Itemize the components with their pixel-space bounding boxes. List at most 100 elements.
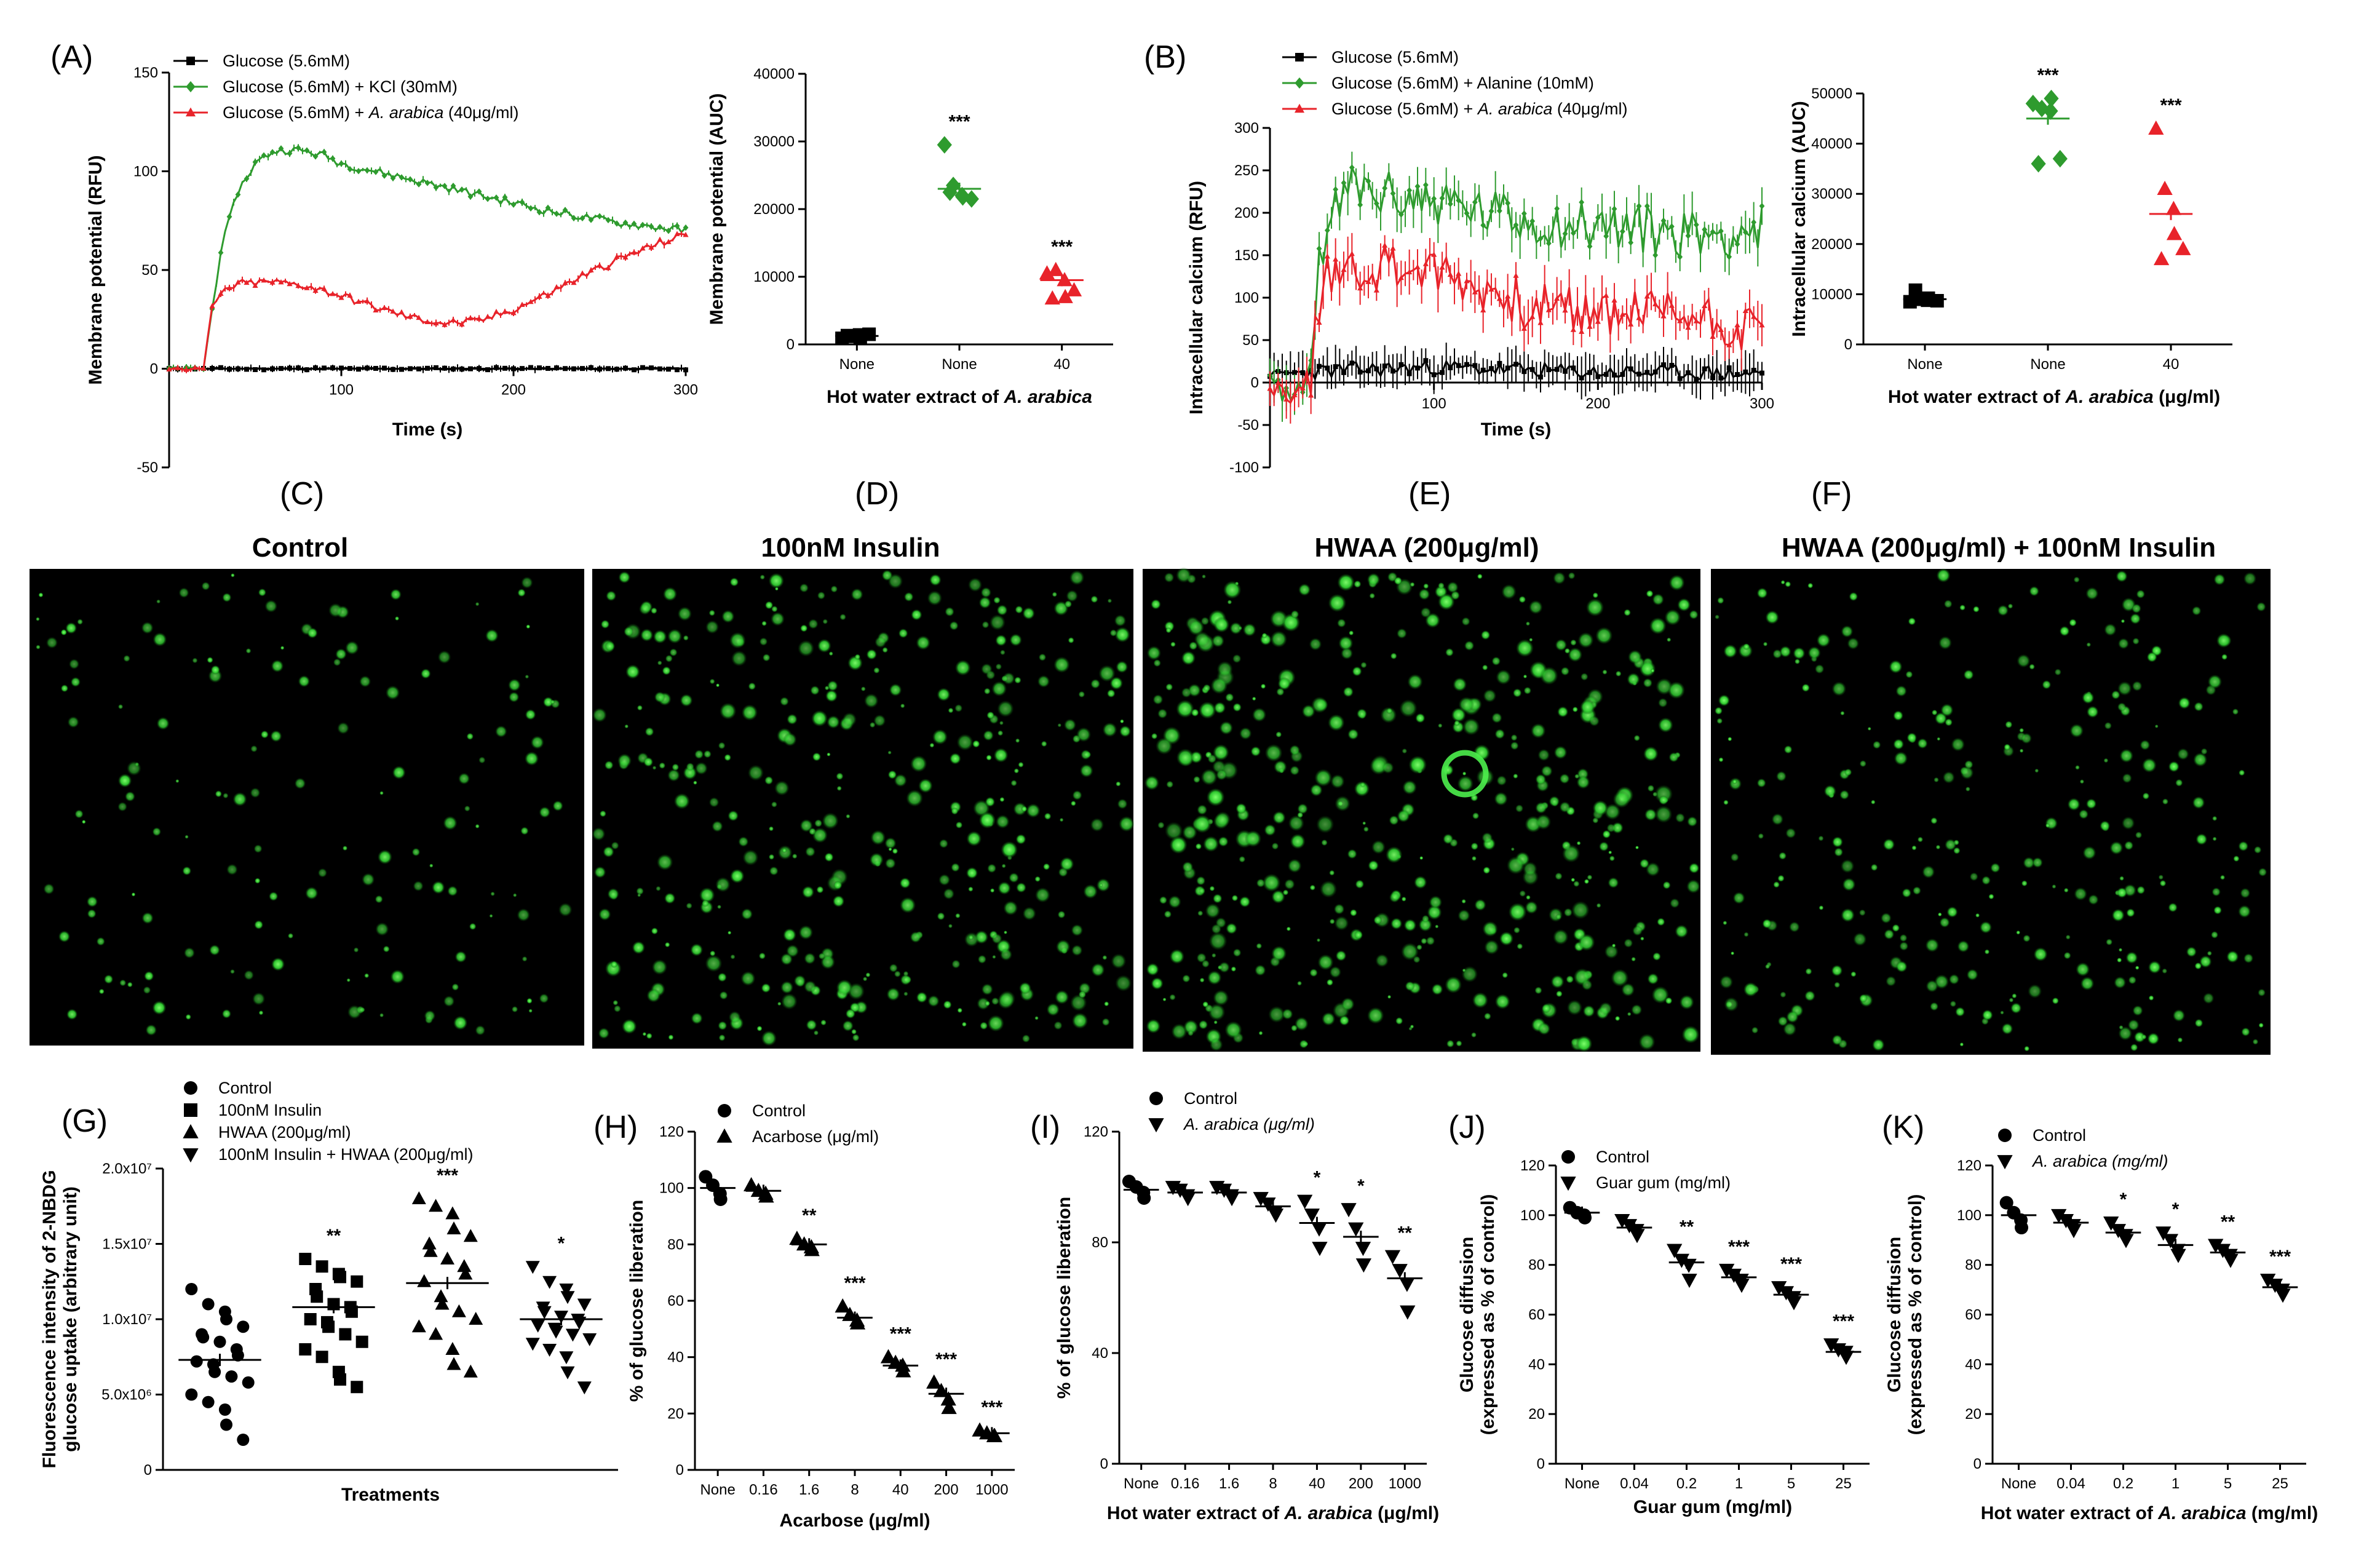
data-point [1316, 319, 1322, 325]
data-point [1838, 1351, 1854, 1365]
data-point [1611, 297, 1617, 303]
fluorescent-cell [865, 972, 871, 978]
fluorescent-cell [1668, 574, 1685, 591]
fluorescent-cell [2106, 939, 2113, 946]
fluorescent-cell [1570, 639, 1577, 646]
micrograph-title-insulin: 100nM Insulin [761, 533, 940, 563]
fluorescent-cell [860, 686, 866, 692]
panel-letter-h: (H) [593, 1109, 638, 1145]
data-point [321, 149, 327, 156]
data-point [2175, 240, 2191, 255]
panel-letter-e: (E) [1408, 476, 1451, 512]
fluorescent-cell [938, 874, 951, 886]
fluorescent-cell [1443, 833, 1454, 844]
data-point [237, 1320, 250, 1333]
y-axis-title: Membrane potential (RFU) [85, 155, 106, 384]
fluorescent-cell [1355, 879, 1365, 889]
fluorescent-cell [603, 846, 614, 858]
fluorescent-cell [1333, 903, 1345, 915]
fluorescent-cell [68, 659, 80, 670]
fluorescent-cell [996, 814, 1010, 829]
fluorescent-cell [646, 988, 661, 1003]
fluorescent-cell [1975, 913, 1980, 918]
legend-marker [1295, 53, 1304, 62]
fluorescent-cell [758, 952, 766, 959]
fluorescent-cell [2213, 906, 2222, 915]
data-point [849, 1315, 866, 1330]
data-point [235, 191, 241, 198]
fluorescent-cell [127, 982, 133, 988]
fluorescent-cell [328, 603, 343, 617]
fluorescent-cell [1718, 757, 1724, 763]
fluorescent-cell [432, 881, 445, 894]
fluorescent-cell [1917, 738, 1928, 749]
fluorescent-cell [1470, 842, 1479, 851]
fluorescent-cell [1577, 632, 1594, 648]
fluorescent-cell [1483, 866, 1491, 875]
fluorescent-cell [1585, 598, 1605, 617]
data-point [1414, 183, 1421, 190]
data-point [1673, 1253, 1690, 1268]
fluorescent-cell [1397, 809, 1410, 823]
y-tick-label: 0 [144, 1462, 152, 1479]
fluorescent-cell [827, 680, 838, 691]
legend-marker [1148, 1118, 1164, 1133]
data-point [356, 367, 361, 372]
data-point [429, 1199, 443, 1212]
fluorescent-cell [1239, 855, 1246, 863]
data-point [1621, 1219, 1638, 1234]
fluorescent-cell [478, 756, 486, 764]
fluorescent-cell [1069, 570, 1085, 585]
fluorescent-cell [1844, 768, 1852, 776]
data-point [1603, 292, 1609, 298]
y-tick-label: 0 [1251, 375, 1259, 391]
fluorescent-cell [645, 727, 654, 737]
fluorescent-cell [1335, 950, 1347, 961]
group-1: *** [937, 112, 982, 208]
fluorescent-cell [889, 963, 898, 973]
fluorescent-cell [1743, 932, 1749, 937]
fluorescent-cell [1945, 718, 1953, 726]
data-point [1743, 369, 1748, 375]
fluorescent-cell [1732, 779, 1737, 785]
data-point [210, 366, 215, 371]
fluorescent-cell [1461, 617, 1470, 626]
data-point [2157, 180, 2173, 195]
fluorescent-cell [1146, 963, 1159, 976]
group-5: *** [2260, 1247, 2298, 1303]
fluorescent-cell [833, 881, 843, 890]
y-tick-label: 30000 [753, 133, 795, 150]
fluorescent-cell [2116, 957, 2122, 963]
fluorescent-cell [986, 711, 995, 720]
fluorescent-cell [1386, 707, 1393, 714]
group-1: ** [292, 1226, 375, 1394]
data-point [1562, 307, 1568, 313]
y-tick-label: 80 [667, 1236, 684, 1253]
fluorescent-cell [1934, 777, 1939, 783]
fluorescent-cell [1164, 572, 1175, 583]
fluorescent-cell [1334, 916, 1349, 931]
data-point [2051, 1209, 2067, 1224]
fluorescent-cell [1984, 949, 1990, 955]
fluorescent-cell [1053, 1021, 1063, 1030]
fluorescent-cell [800, 624, 808, 632]
fluorescent-cell [1814, 664, 1825, 674]
data-point [1406, 371, 1412, 376]
fluorescent-cell [1202, 1001, 1209, 1008]
fluorescent-cell [1552, 929, 1569, 945]
fluorescent-cell [1367, 573, 1381, 587]
data-point [683, 224, 689, 231]
fluorescent-cell [1159, 895, 1168, 905]
fluorescent-cell [1038, 653, 1047, 661]
y-tick-label: 20 [667, 1405, 684, 1422]
data-point [334, 1271, 346, 1284]
fluorescent-cell [813, 1030, 819, 1036]
fluorescent-cell [1042, 863, 1050, 870]
data-point [553, 284, 560, 290]
data-point [2052, 149, 2068, 168]
fluorescent-cell [1207, 971, 1222, 985]
data-point [1681, 1274, 1697, 1288]
fluorescent-cell [1166, 780, 1174, 788]
data-point [1685, 324, 1691, 330]
fluorescent-cell [1211, 953, 1216, 958]
